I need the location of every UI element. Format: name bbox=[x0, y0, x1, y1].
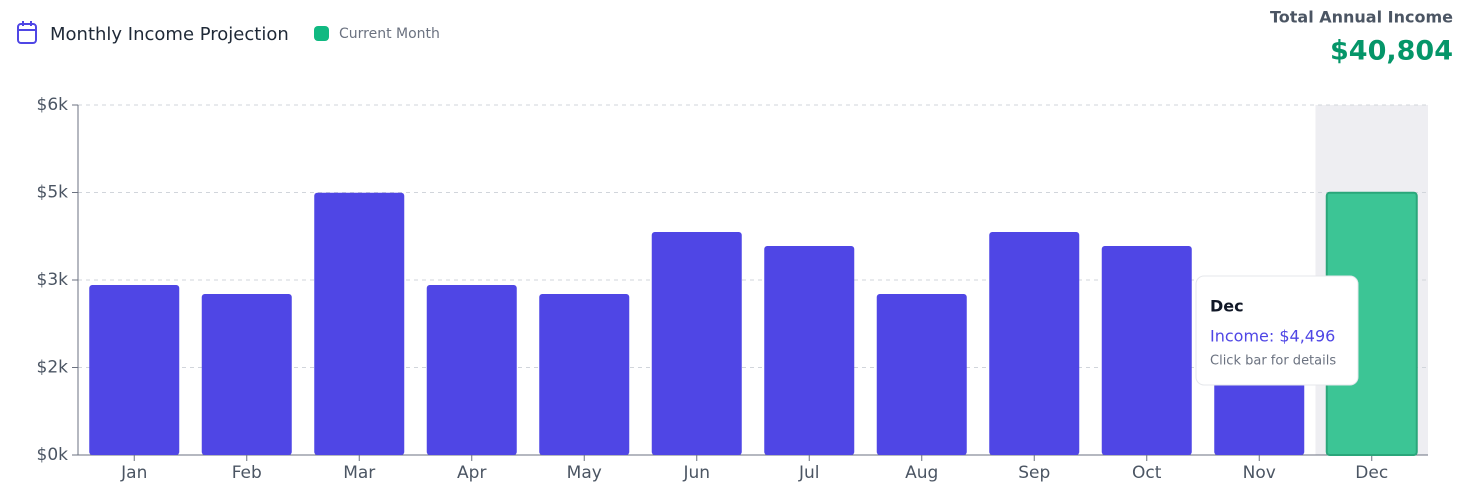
bar[interactable] bbox=[764, 245, 855, 455]
x-tick-label: Jul bbox=[798, 463, 820, 483]
y-tick-label: $0k bbox=[37, 445, 69, 465]
y-tick-label: $5k bbox=[37, 183, 69, 203]
x-tick-label: Oct bbox=[1132, 463, 1162, 483]
calendar-icon bbox=[17, 21, 37, 44]
bar[interactable] bbox=[1101, 245, 1192, 455]
x-tick-label: Aug bbox=[905, 463, 938, 483]
bar[interactable] bbox=[989, 231, 1080, 455]
bar[interactable] bbox=[426, 285, 517, 455]
tooltip-hint: Click bar for details bbox=[1210, 354, 1336, 369]
x-tick-label: Nov bbox=[1243, 463, 1276, 483]
summary-value: $40,804 bbox=[1330, 36, 1453, 67]
x-tick-label: Feb bbox=[232, 463, 262, 483]
chart-title: Monthly Income Projection bbox=[50, 24, 289, 45]
bar[interactable] bbox=[201, 294, 292, 455]
bar[interactable] bbox=[651, 231, 742, 455]
tooltip-title: Dec bbox=[1210, 297, 1244, 316]
y-tick-label: $2k bbox=[37, 358, 69, 378]
tooltip-text: Income: $4,496 bbox=[1210, 327, 1335, 346]
tooltip-box bbox=[1195, 275, 1359, 386]
x-tick-label: Jan bbox=[120, 463, 147, 483]
plot: $0k $2k $3k $5k $6k Jan Feb Mar Apr May Jun Jul Aug S… bbox=[37, 95, 1428, 483]
y-tick-label: $3k bbox=[37, 270, 69, 290]
tooltip: Dec Income: $4,496 Click bar for details bbox=[1195, 275, 1359, 386]
x-tick-label: Apr bbox=[457, 463, 486, 483]
bar[interactable] bbox=[876, 294, 967, 455]
x-tick-label: Sep bbox=[1018, 463, 1050, 483]
x-tick-label: Dec bbox=[1355, 463, 1388, 483]
bar[interactable] bbox=[539, 294, 630, 455]
y-tick-label: $6k bbox=[37, 95, 69, 115]
x-tick-label: May bbox=[567, 463, 602, 483]
bar[interactable] bbox=[314, 192, 405, 455]
bar[interactable] bbox=[89, 285, 180, 455]
summary-label: Total Annual Income bbox=[1270, 8, 1453, 27]
legend-swatch bbox=[314, 26, 329, 41]
legend-label: Current Month bbox=[339, 26, 440, 42]
x-tick-label: Jun bbox=[682, 463, 710, 483]
x-tick-label: Mar bbox=[343, 463, 375, 483]
